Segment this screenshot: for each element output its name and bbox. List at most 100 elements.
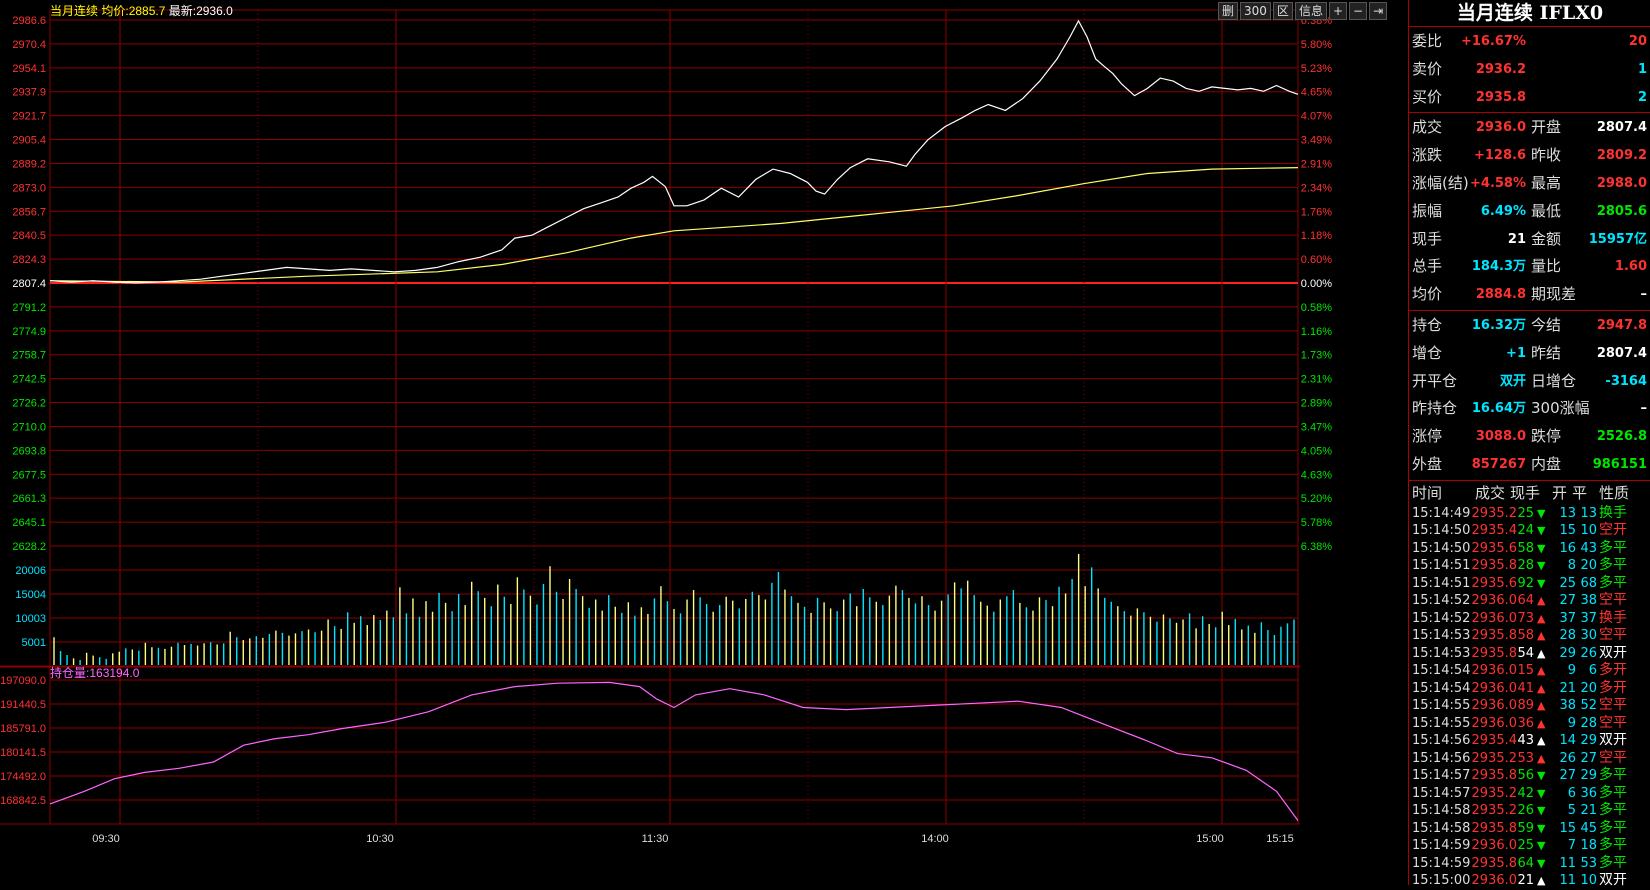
tick-nature: 多平 xyxy=(1599,539,1627,556)
arrow-up-icon: ▲ xyxy=(1537,629,1546,643)
intraday-chart[interactable]: 2986.6 6.38% 2970.4 5.80% 2954.1 5.23% 2937.9 4… xyxy=(0,0,1408,885)
arrow-down-icon: ▼ xyxy=(1537,541,1546,555)
volume-tick-label: 10003 xyxy=(15,613,46,625)
tick-row[interactable]: 15:14:50 2935.6 58 ▼ 16 43 多平 xyxy=(1409,540,1650,558)
last-value: 2936.0 xyxy=(196,4,233,18)
info-button[interactable]: 信息 xyxy=(1294,2,1327,20)
oi-label: 持仓量: xyxy=(50,665,89,680)
tick-row[interactable]: 15:14:49 2935.2 25 ▼ 13 13 换手 xyxy=(1409,505,1650,523)
tick-row[interactable]: 15:14:59 2935.8 64 ▼ 11 53 多平 xyxy=(1409,855,1650,873)
arrow-down-icon: ▼ xyxy=(1537,524,1546,538)
price-tick-label: 2726.2 xyxy=(12,398,46,410)
pct-tick-label: 2.31% xyxy=(1301,374,1332,386)
stat-row: 涨跌 +128.6 昨收 2809.2 xyxy=(1409,142,1650,170)
tick-open: 13 xyxy=(1559,505,1576,521)
oi-header: 持仓量:163194.0 xyxy=(50,665,140,680)
tick-row[interactable]: 15:14:50 2935.4 24 ▼ 15 10 空开 xyxy=(1409,522,1650,540)
tick-nature: 多开 xyxy=(1599,679,1627,696)
tick-price: 2935.8 xyxy=(1471,855,1518,871)
tick-row[interactable]: 15:14:52 2936.0 73 ▲ 37 37 换手 xyxy=(1409,610,1650,628)
tick-nature: 多平 xyxy=(1599,819,1627,836)
stat-value: 2809.2 xyxy=(1596,148,1647,164)
tick-close: 13 xyxy=(1580,505,1597,521)
tick-row[interactable]: 15:15:00 2936.0 21 ▲ 11 10 双开 xyxy=(1409,872,1650,890)
range-button[interactable]: 区 xyxy=(1272,2,1293,20)
pct-tick-label: 5.80% xyxy=(1301,39,1332,51)
stat-label: 涨跌 xyxy=(1412,146,1443,165)
tick-nature: 空平 xyxy=(1599,627,1627,644)
oi-tick-label: 191440.5 xyxy=(0,699,46,711)
chart-toolbar: 删 300 区 信息 + − ⇥ xyxy=(1218,2,1388,20)
tick-row[interactable]: 15:14:53 2935.8 58 ▲ 28 30 空平 xyxy=(1409,627,1650,645)
stat-label: 量比 xyxy=(1531,257,1562,276)
zoom-in-button[interactable]: + xyxy=(1328,2,1348,20)
tick-volume: 53 xyxy=(1517,750,1534,766)
jump-end-button[interactable]: ⇥ xyxy=(1369,2,1388,20)
tick-close: 21 xyxy=(1580,803,1597,819)
tick-time: 15:14:59 xyxy=(1412,838,1471,854)
tick-row[interactable]: 15:14:57 2935.8 56 ▼ 27 29 多平 xyxy=(1409,767,1650,785)
ticks-header-open: 开 xyxy=(1552,483,1568,502)
tick-time: 15:14:50 xyxy=(1412,540,1471,556)
tick-time: 15:14:54 xyxy=(1412,680,1471,696)
tick-volume: 89 xyxy=(1517,698,1534,714)
tick-open: 7 xyxy=(1567,838,1576,854)
quote-panel: 当月连续 IFLX0 委比 +16.67% 20 卖价 2936.2 1 买价 2935.8 2… xyxy=(1408,0,1650,888)
price-tick-label: 2905.4 xyxy=(12,135,46,147)
average-price-line xyxy=(49,167,1299,283)
tick-row[interactable]: 15:14:55 2936.0 36 ▲ 9 28 空平 xyxy=(1409,715,1650,733)
index300-button[interactable]: 300 xyxy=(1240,2,1271,20)
arrow-down-icon: ▼ xyxy=(1537,804,1546,818)
stat-value: +4.58% xyxy=(1470,175,1526,191)
price-tick-label: 2970.4 xyxy=(12,39,46,51)
tick-volume: 24 xyxy=(1517,523,1534,539)
tick-price: 2935.8 xyxy=(1471,558,1518,574)
last-label: 最新: xyxy=(165,3,196,18)
delete-button[interactable]: 删 xyxy=(1218,2,1239,20)
tick-nature: 空开 xyxy=(1599,522,1627,539)
tick-row[interactable]: 15:14:56 2935.4 43 ▲ 14 29 双开 xyxy=(1409,732,1650,750)
time-tick-label: 11:30 xyxy=(642,833,669,845)
oi-tick-label: 168842.5 xyxy=(0,795,46,807)
price-tick-label: 2840.5 xyxy=(12,230,46,242)
tick-row[interactable]: 15:14:51 2935.8 28 ▼ 8 20 多平 xyxy=(1409,557,1650,575)
price-tick-label: 2774.9 xyxy=(12,326,46,338)
ticks-list[interactable]: 15:14:49 2935.2 25 ▼ 13 13 换手 15:14:50 2935.4 24 ▼… xyxy=(1409,505,1650,890)
tick-time: 15:14:56 xyxy=(1412,733,1471,749)
tick-nature: 空平 xyxy=(1599,592,1627,609)
tick-row[interactable]: 15:14:57 2935.2 42 ▼ 6 36 多平 xyxy=(1409,785,1650,803)
avg-label: 均价: xyxy=(98,4,129,18)
tick-row[interactable]: 15:14:59 2936.0 25 ▼ 7 18 多平 xyxy=(1409,837,1650,855)
tick-close: 29 xyxy=(1580,768,1597,784)
tick-price: 2935.8 xyxy=(1471,820,1518,836)
tick-row[interactable]: 15:14:51 2935.6 92 ▼ 25 68 多平 xyxy=(1409,575,1650,593)
zoom-out-button[interactable]: − xyxy=(1349,2,1368,20)
stat-value: 2988.0 xyxy=(1596,175,1647,191)
tick-time: 15:14:52 xyxy=(1412,610,1471,626)
tick-row[interactable]: 15:14:53 2935.8 54 ▲ 29 26 双开 xyxy=(1409,645,1650,663)
tick-open: 11 xyxy=(1559,855,1576,871)
oi-stat-row: 持仓 16.32万 今结 2947.8 xyxy=(1409,312,1650,340)
oi-stat-label: 外盘 xyxy=(1412,454,1443,473)
tick-row[interactable]: 15:14:58 2935.8 59 ▼ 15 45 多平 xyxy=(1409,820,1650,838)
tick-row[interactable]: 15:14:58 2935.2 26 ▼ 5 21 多平 xyxy=(1409,802,1650,820)
tick-close: 45 xyxy=(1580,820,1597,836)
tick-open: 14 xyxy=(1559,733,1576,749)
tick-row[interactable]: 15:14:52 2936.0 64 ▲ 27 38 空平 xyxy=(1409,592,1650,610)
tick-nature: 空平 xyxy=(1599,697,1627,714)
tick-row[interactable]: 15:14:54 2936.0 15 ▲ 9 6 多开 xyxy=(1409,662,1650,680)
pct-tick-label: 4.05% xyxy=(1301,445,1332,457)
oi-stat-value: 16.32万 xyxy=(1471,317,1526,333)
tick-volume: 64 xyxy=(1517,593,1534,609)
tick-open: 5 xyxy=(1567,803,1576,819)
ticks-header-price: 成交 xyxy=(1475,483,1506,502)
tick-row[interactable]: 15:14:55 2936.0 89 ▲ 38 52 空平 xyxy=(1409,697,1650,715)
pct-tick-label: 0.00% xyxy=(1301,278,1332,290)
tick-volume: 56 xyxy=(1517,768,1534,784)
tick-row[interactable]: 15:14:56 2935.2 53 ▲ 26 27 空平 xyxy=(1409,750,1650,768)
tick-volume: 25 xyxy=(1517,838,1534,854)
tick-row[interactable]: 15:14:54 2936.0 41 ▲ 21 20 多开 xyxy=(1409,680,1650,698)
tick-time: 15:14:50 xyxy=(1412,523,1471,539)
tick-open: 15 xyxy=(1559,820,1576,836)
oi-stat-value: 986151 xyxy=(1592,456,1647,472)
